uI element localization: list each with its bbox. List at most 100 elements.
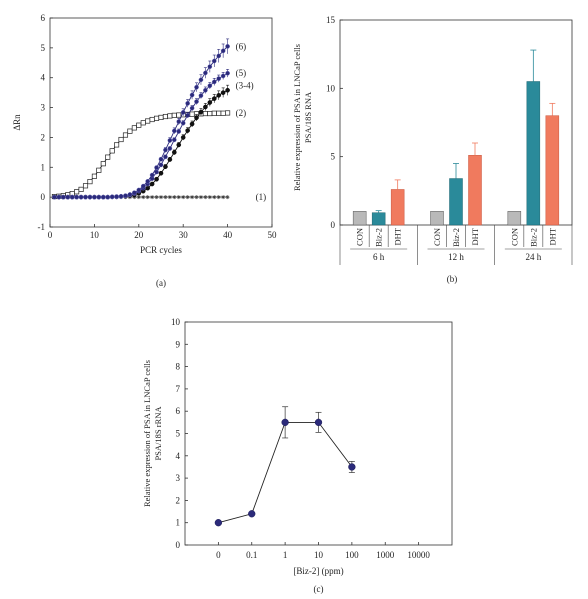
panel-a-point bbox=[194, 195, 199, 200]
panel-b-y-tick-label: 0 bbox=[331, 220, 336, 230]
panel-c-point bbox=[248, 510, 256, 518]
panel-a-point bbox=[176, 195, 181, 200]
panel-a-point bbox=[163, 195, 168, 200]
panel-b-category-label: CON bbox=[432, 228, 442, 246]
panel-c-point bbox=[348, 463, 356, 471]
panel-a-point bbox=[167, 157, 173, 162]
panel-a-point bbox=[203, 87, 208, 93]
panel-a-point bbox=[211, 58, 217, 64]
panel-c-x-tick-label: 0.1 bbox=[246, 550, 257, 560]
panel-b-category-label: DHT bbox=[470, 227, 480, 245]
panel-c-x-tick-label: 1000 bbox=[376, 550, 395, 560]
panel-b-category-label: DHT bbox=[547, 227, 557, 245]
panel-a-point bbox=[167, 146, 173, 151]
panel-a-point bbox=[225, 87, 230, 93]
panel-a-frame bbox=[49, 17, 273, 228]
panel-a-caption: (a) bbox=[156, 278, 166, 288]
panel-a-point bbox=[185, 128, 190, 133]
panel-a-point bbox=[216, 195, 221, 200]
panel-a-point bbox=[211, 79, 217, 85]
panel-a-point bbox=[100, 161, 106, 167]
panel-a-point bbox=[158, 114, 164, 120]
panel-a-point bbox=[118, 193, 124, 199]
panel-a-point bbox=[198, 77, 204, 83]
panel-a-point bbox=[109, 194, 115, 200]
panel-a-x-tick-label: 50 bbox=[268, 230, 278, 240]
panel-b-category-label: DHT bbox=[393, 227, 403, 245]
panel-b-y-label-line2: PSA/18S RNA bbox=[303, 91, 313, 143]
panel-a-x-tick-label: 40 bbox=[223, 230, 233, 240]
panel-a-point bbox=[181, 195, 186, 200]
panel-a-point bbox=[167, 113, 173, 119]
panel-a-point bbox=[145, 185, 150, 191]
panel-a-point bbox=[78, 194, 84, 200]
panel-a-point bbox=[212, 195, 217, 200]
panel-a-point bbox=[87, 179, 93, 185]
panel-a-point bbox=[163, 147, 168, 153]
panel-c-y-tick-label: 7 bbox=[176, 384, 181, 394]
panel-c-y-tick-label: 4 bbox=[176, 451, 181, 461]
panel-a-point bbox=[180, 110, 186, 115]
panel-a-point bbox=[96, 167, 102, 173]
panel-c-point bbox=[281, 418, 289, 427]
panel-b-y-tick-label: 10 bbox=[326, 83, 336, 93]
panel-a-point bbox=[225, 70, 230, 76]
panel-b-bar bbox=[371, 212, 386, 226]
panel-a-point bbox=[220, 73, 226, 79]
panel-b-bar bbox=[507, 211, 522, 226]
panel-a-point bbox=[176, 119, 182, 124]
panel-a-point bbox=[207, 83, 213, 89]
panel-a-point bbox=[198, 195, 203, 200]
panel-a-point bbox=[140, 120, 146, 126]
panel-c-caption: (c) bbox=[314, 584, 324, 594]
panel-a-series-label: (1) bbox=[256, 192, 267, 202]
panel-c-x-tick-label: 100 bbox=[345, 550, 359, 560]
panel-a-point bbox=[145, 118, 151, 124]
panel-b-bar bbox=[430, 211, 444, 226]
panel-b-group-label: 6 h bbox=[373, 252, 385, 262]
panel-c-y-tick-label: 2 bbox=[176, 495, 181, 505]
panel-a-point bbox=[136, 195, 141, 200]
panel-c-x-tick-label: 10000 bbox=[407, 550, 430, 560]
panel-c-y-label-line2: PSA/18S rRNA bbox=[153, 406, 163, 461]
panel-a-point bbox=[203, 70, 208, 76]
panel-c-point bbox=[214, 519, 223, 527]
panel-a-point bbox=[92, 194, 97, 200]
panel-a-point bbox=[127, 128, 133, 134]
panel-b-group-label: 12 h bbox=[448, 252, 464, 262]
panel-a-point bbox=[216, 110, 222, 116]
panel-a-point bbox=[189, 111, 195, 117]
panel-b-group-label: 24 h bbox=[525, 252, 541, 262]
panel-a-point bbox=[189, 121, 195, 127]
panel-a-point bbox=[220, 90, 226, 95]
panel-a-y-tick-label: 3 bbox=[41, 103, 46, 113]
panel-a-y-tick-label: -1 bbox=[38, 222, 46, 232]
panel-a-point bbox=[145, 195, 150, 200]
panel-a-point bbox=[198, 109, 204, 115]
panel-a-y-tick-label: 0 bbox=[41, 192, 46, 202]
panel-b-bar bbox=[449, 178, 463, 226]
panel-a-y-tick-label: 1 bbox=[41, 162, 46, 172]
panel-a-point bbox=[154, 176, 159, 182]
panel-a-point bbox=[149, 172, 155, 178]
panel-a-y-label: ΔRn bbox=[12, 114, 22, 131]
panel-b-bar bbox=[468, 155, 482, 226]
panel-a-point bbox=[194, 84, 199, 90]
panel-a-point bbox=[225, 44, 230, 49]
panel-a-point bbox=[211, 96, 217, 101]
panel-a-point bbox=[163, 154, 168, 160]
panel-b-category-label: CON bbox=[509, 228, 519, 246]
panel-c-x-tick-label: 0 bbox=[216, 550, 221, 560]
panel-a-point bbox=[171, 112, 177, 118]
panel-a-point bbox=[131, 125, 137, 131]
panel-a-point bbox=[172, 137, 177, 143]
panel-a-point bbox=[159, 195, 163, 200]
panel-a-point bbox=[140, 183, 146, 189]
panel-a-point bbox=[105, 154, 111, 160]
panel-a-point bbox=[154, 115, 160, 121]
panel-a-point bbox=[158, 156, 164, 162]
panel-a-point bbox=[162, 113, 168, 120]
panel-a-point bbox=[189, 105, 195, 111]
panel-a-point bbox=[225, 195, 230, 200]
panel-a-point bbox=[149, 116, 155, 123]
